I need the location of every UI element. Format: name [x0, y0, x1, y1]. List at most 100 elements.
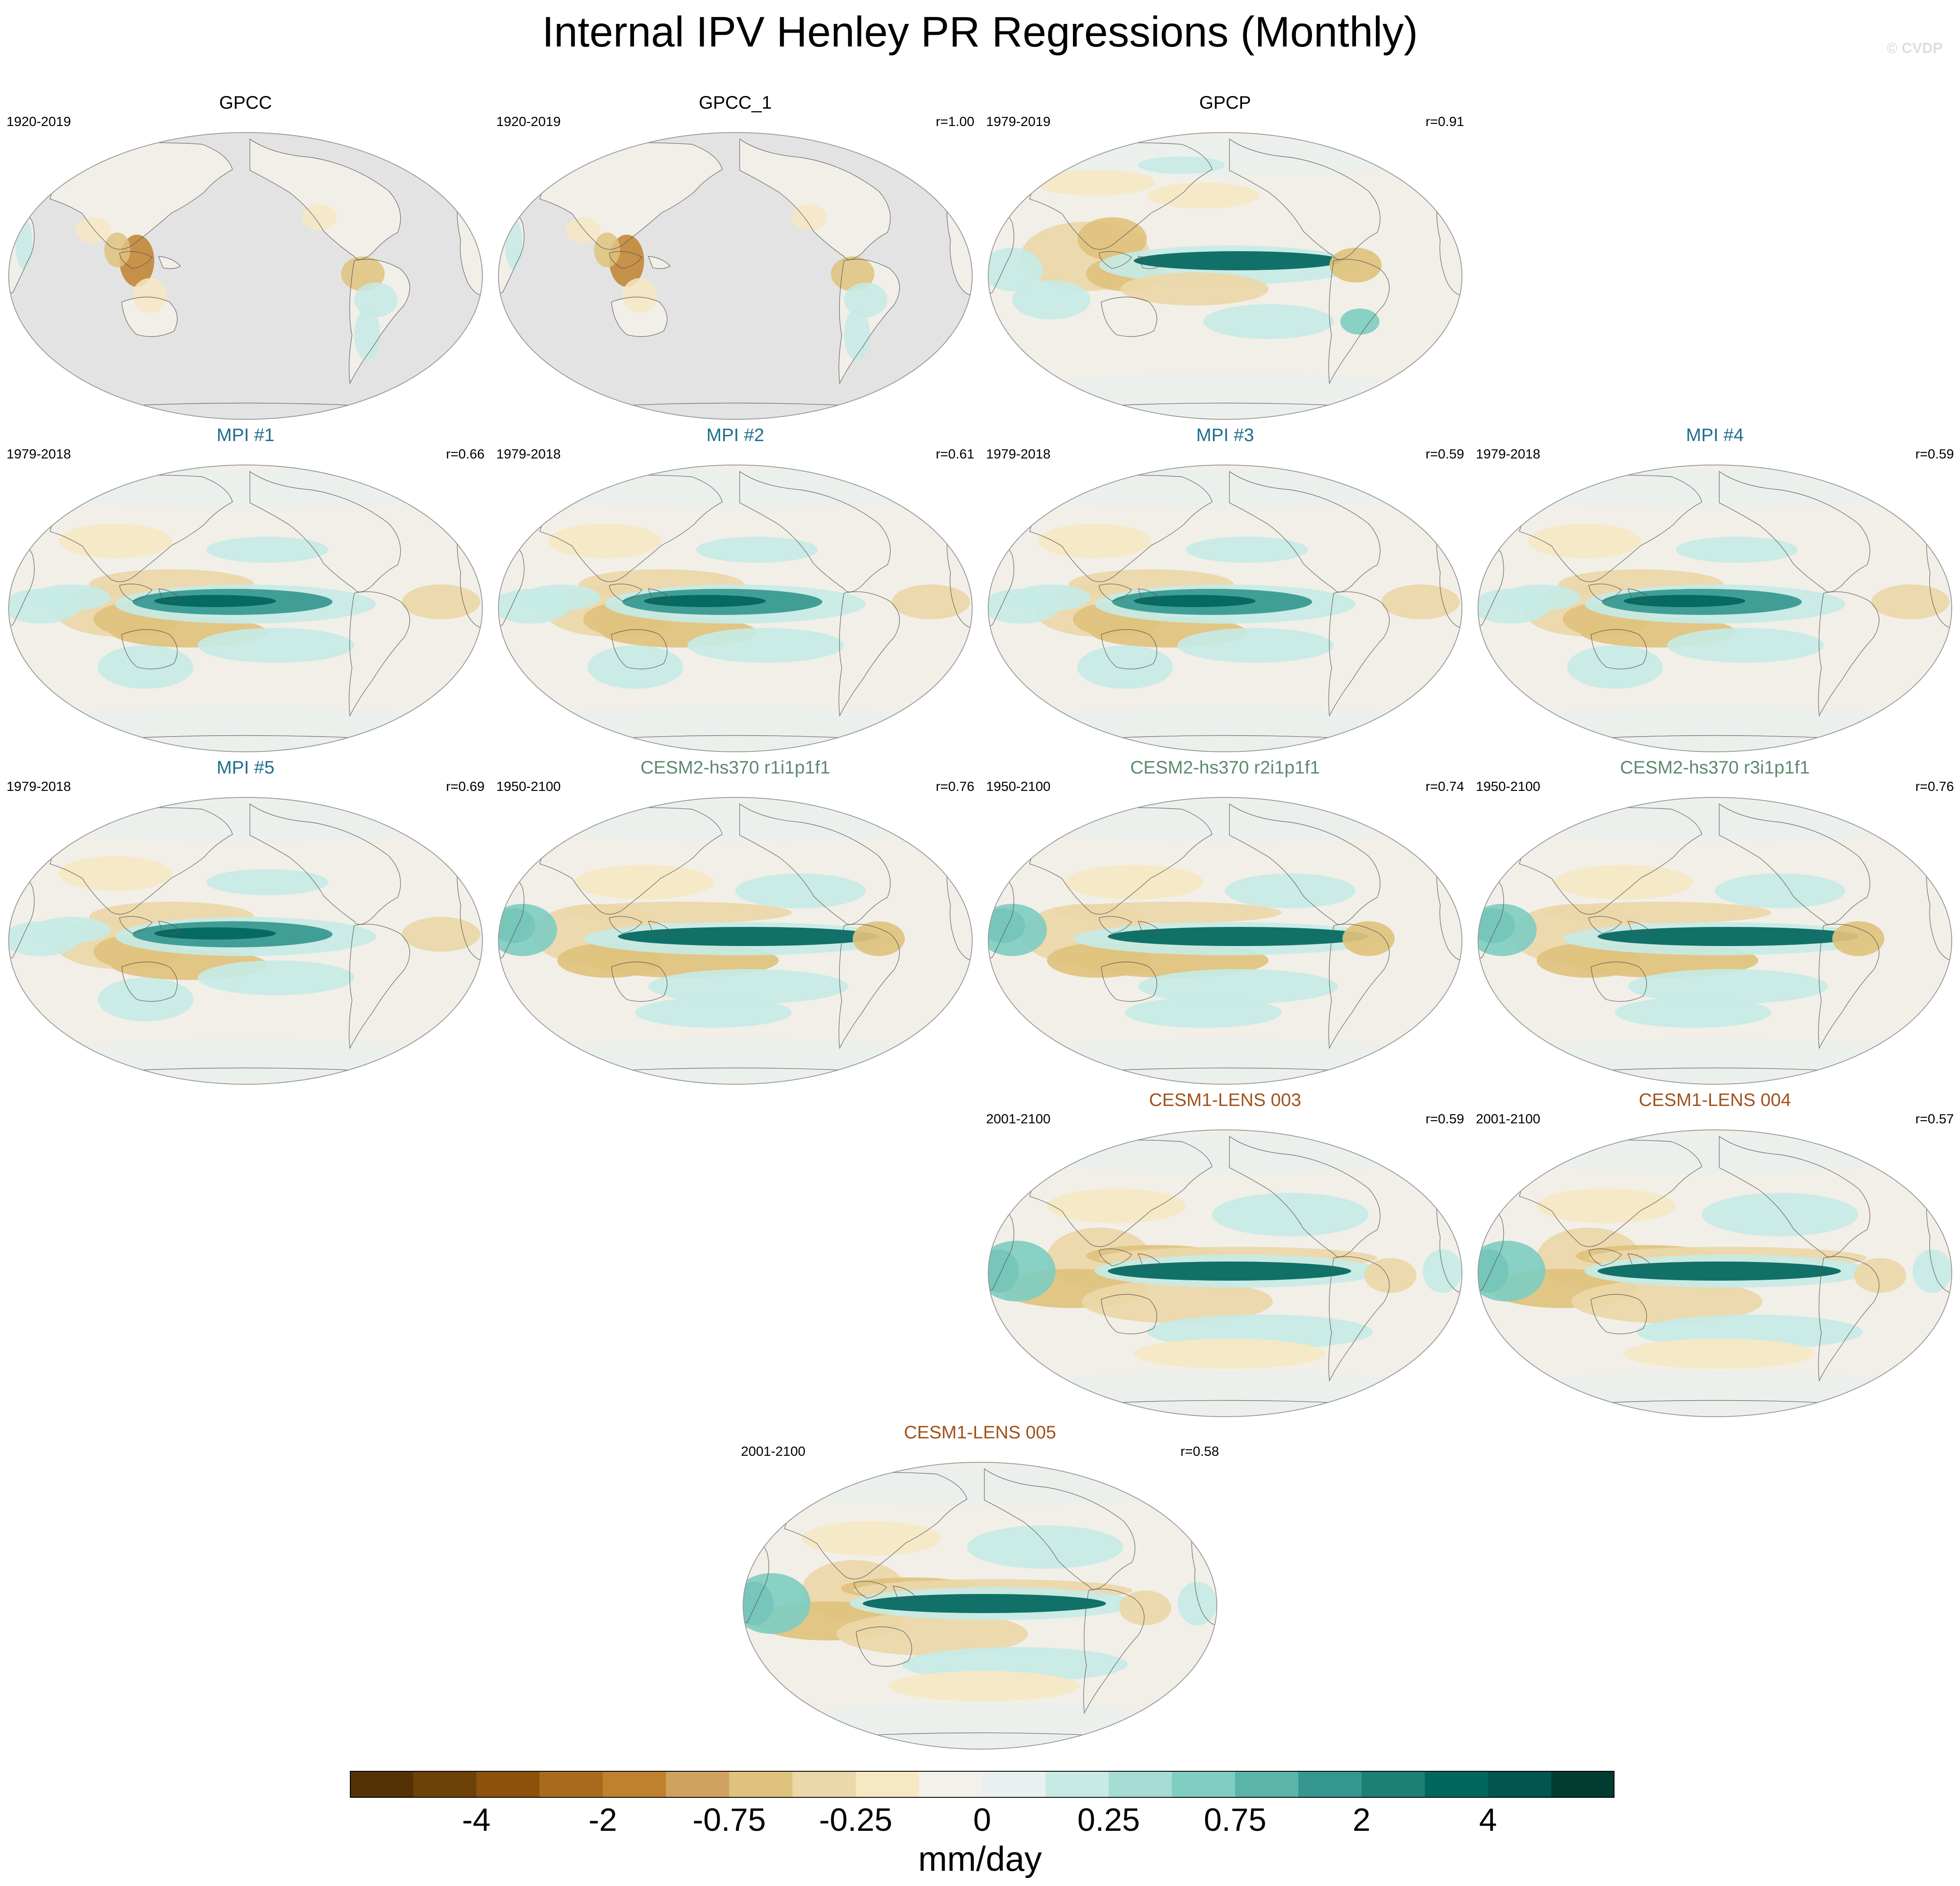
- coastline: [50, 807, 233, 915]
- coastline: [1591, 629, 1647, 670]
- anomaly-patch: [1676, 537, 1797, 563]
- colorbar-units: mm/day: [918, 1840, 1042, 1878]
- coastline: [121, 629, 178, 670]
- coastline: [1627, 921, 1651, 934]
- anomaly-patch: [802, 1521, 941, 1556]
- colorbar-tick-label: -0.75: [692, 1802, 766, 1838]
- panel-correlation: r=1.00: [936, 114, 974, 129]
- anomaly-patch: [1498, 1371, 1932, 1414]
- colorbar-tick-label: 4: [1479, 1802, 1497, 1838]
- coastline: [1627, 1253, 1651, 1266]
- anomaly-patch: [988, 248, 1043, 291]
- anomaly-patch: [1008, 1134, 1442, 1173]
- anomaly-patch: [763, 1703, 1197, 1747]
- coastline: [1519, 1139, 1702, 1247]
- panel-correlation: r=0.59: [1425, 1111, 1464, 1126]
- anomaly-patch: [59, 856, 172, 891]
- colorbar-segment: [919, 1771, 983, 1798]
- panel-correlation: r=0.57: [1915, 1111, 1954, 1126]
- anomaly-patch: [154, 927, 276, 940]
- globe-outline: [988, 1129, 1462, 1417]
- colorbar-tick-label: 2: [1352, 1802, 1371, 1838]
- coastline: [1381, 134, 1414, 157]
- anomaly-patch: [988, 904, 1047, 956]
- coastline: [158, 921, 181, 934]
- anomaly-patch: [1038, 524, 1151, 558]
- anomaly-patch: [341, 256, 385, 291]
- colorbar-tick-label: 0: [973, 1802, 991, 1838]
- anomaly-patch: [792, 204, 827, 230]
- coastline: [739, 471, 891, 593]
- anomaly-patch: [1177, 628, 1334, 663]
- colorbar-tick-label: -2: [588, 1802, 617, 1838]
- panel-period: 1979-2019: [986, 114, 1051, 129]
- anomaly-patch: [402, 917, 480, 952]
- coastline: [1029, 475, 1213, 582]
- map-cesm1-005: [743, 1462, 1217, 1750]
- map-mpi-1: [8, 465, 483, 752]
- coastline: [158, 256, 181, 269]
- colorbar-segment: [1551, 1771, 1615, 1798]
- coastline: [1588, 1248, 1622, 1266]
- colorbar-frame: [350, 1771, 1615, 1798]
- coastline: [1029, 142, 1213, 250]
- coastline: [609, 251, 643, 269]
- anomaly-patch: [1008, 374, 1442, 417]
- coastline: [119, 916, 153, 934]
- anomaly-patch: [28, 706, 463, 750]
- anomaly-patch: [696, 537, 818, 563]
- coastline: [50, 142, 233, 250]
- anomaly-patch: [1667, 628, 1824, 663]
- anomaly-patch: [1008, 137, 1442, 176]
- panel-title: MPI #1: [216, 425, 275, 445]
- anomaly-patch: [1121, 272, 1269, 305]
- coastline: [1137, 256, 1161, 269]
- coastline: [838, 591, 900, 717]
- coastline: [1099, 251, 1133, 269]
- anomaly-patch: [837, 1612, 1028, 1656]
- coastline: [1588, 583, 1622, 601]
- coastline: [121, 961, 178, 1002]
- coastline: [1381, 1132, 1414, 1154]
- coastline: [1229, 803, 1381, 925]
- anomaly-patch: [1382, 584, 1460, 619]
- anomaly-patch: [648, 969, 848, 1004]
- anomaly-patch: [28, 1039, 463, 1082]
- coastline: [1101, 1294, 1157, 1335]
- anomaly-patch: [892, 584, 970, 619]
- anomaly-patch: [59, 524, 172, 558]
- anomaly-patch: [522, 584, 601, 611]
- coastline: [1519, 475, 1702, 582]
- anomaly-patch: [1077, 645, 1173, 689]
- anomaly-patch: [206, 537, 328, 563]
- panel-title: CESM1-LENS 003: [1149, 1089, 1302, 1110]
- coastline: [739, 803, 891, 925]
- map-cesm1-004: [1478, 1129, 1952, 1417]
- colorbar-tick-label: 0.25: [1077, 1802, 1140, 1838]
- anomaly-patch: [98, 645, 193, 689]
- anomaly-patch: [1423, 1249, 1462, 1293]
- anomaly-patch: [1342, 921, 1395, 956]
- colorbar-segment: [1045, 1771, 1109, 1798]
- coastline: [249, 138, 401, 260]
- map-panel-cesm2-r3: CESM2-hs370 r3i1p1f1 1950-2100 r=0.76: [1476, 756, 1954, 1086]
- panel-title: MPI #4: [1686, 425, 1744, 445]
- anomaly-patch: [1147, 183, 1260, 209]
- coastline: [891, 799, 924, 822]
- anomaly-patch: [1119, 1590, 1171, 1625]
- anomaly-patch: [1134, 1338, 1325, 1369]
- coastline: [539, 807, 723, 915]
- map-cesm1-003: [988, 1129, 1462, 1417]
- colorbar-segment: [413, 1771, 477, 1798]
- coastline: [1099, 583, 1133, 601]
- anomaly-patch: [1125, 997, 1282, 1028]
- anomaly-patch: [844, 309, 870, 361]
- panel-correlation: r=0.69: [446, 779, 485, 794]
- anomaly-patch: [1913, 1249, 1952, 1293]
- map-panel-gpcc-1: GPCC_1 1920-2019 r=1.00: [496, 91, 974, 422]
- panel-correlation: r=0.59: [1915, 446, 1954, 462]
- anomaly-patch: [618, 927, 879, 946]
- map-cesm2-r1: [498, 797, 973, 1085]
- map-gpcp: [988, 132, 1462, 420]
- coastline: [1719, 1136, 1870, 1258]
